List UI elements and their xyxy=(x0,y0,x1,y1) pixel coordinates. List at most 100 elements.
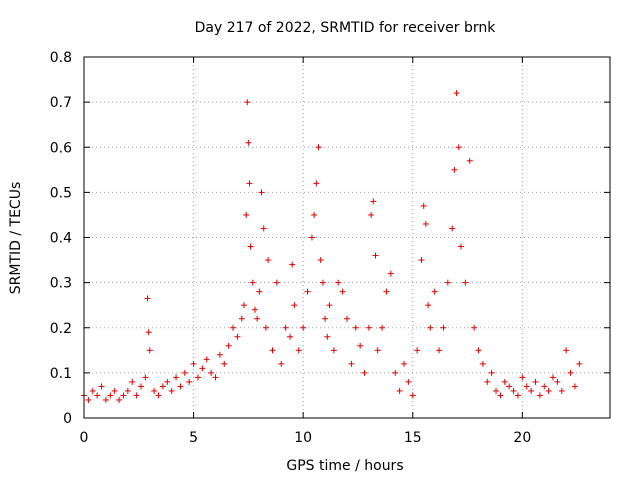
data-point xyxy=(240,302,247,309)
data-point xyxy=(278,360,285,367)
data-point xyxy=(137,383,144,390)
data-point xyxy=(361,369,368,376)
y-tick-label: 0.8 xyxy=(50,50,72,66)
data-point xyxy=(497,392,504,399)
data-point xyxy=(319,279,326,286)
data-point xyxy=(368,211,375,218)
data-point xyxy=(339,288,346,295)
data-point xyxy=(212,374,219,381)
data-point xyxy=(405,378,412,385)
data-point xyxy=(409,392,416,399)
data-point xyxy=(151,387,158,394)
data-point xyxy=(254,315,261,322)
data-point xyxy=(414,347,421,354)
data-point xyxy=(300,324,307,331)
data-point xyxy=(422,220,429,227)
data-point xyxy=(471,324,478,331)
data-point xyxy=(322,315,329,322)
data-point xyxy=(244,99,251,106)
data-point xyxy=(550,374,557,381)
data-point xyxy=(563,347,570,354)
data-point xyxy=(311,211,318,218)
data-point xyxy=(102,396,109,403)
data-point xyxy=(282,324,289,331)
data-point xyxy=(199,365,206,372)
data-point xyxy=(374,347,381,354)
data-point xyxy=(554,378,561,385)
data-point xyxy=(142,374,149,381)
data-point xyxy=(514,392,521,399)
data-point xyxy=(265,257,272,264)
x-axis-label: GPS time / hours xyxy=(286,458,403,474)
y-tick-label: 0.4 xyxy=(50,231,72,247)
data-point xyxy=(324,333,331,340)
data-point xyxy=(462,279,469,286)
data-point xyxy=(262,324,269,331)
data-point xyxy=(269,347,276,354)
data-point xyxy=(177,383,184,390)
data-point xyxy=(444,279,451,286)
data-point xyxy=(111,387,118,394)
data-point xyxy=(348,360,355,367)
data-point xyxy=(194,374,201,381)
x-tick-label: 0 xyxy=(80,430,89,446)
y-tick-label: 0.5 xyxy=(50,185,72,201)
data-point xyxy=(317,257,324,264)
y-tick-label: 0.6 xyxy=(50,140,72,156)
data-point xyxy=(567,369,574,376)
data-point xyxy=(475,347,482,354)
data-point xyxy=(449,225,456,232)
y-tick-label: 0.3 xyxy=(50,276,72,292)
data-point xyxy=(501,378,508,385)
data-point xyxy=(234,333,241,340)
data-point xyxy=(528,387,535,394)
data-point xyxy=(400,360,407,367)
data-point xyxy=(190,360,197,367)
data-point xyxy=(291,302,298,309)
data-point xyxy=(436,347,443,354)
data-point xyxy=(576,360,583,367)
data-point xyxy=(249,279,256,286)
data-point xyxy=(289,261,296,268)
data-points xyxy=(81,90,583,403)
data-point xyxy=(466,157,473,164)
data-point xyxy=(315,144,322,151)
data-point xyxy=(120,392,127,399)
data-point xyxy=(168,387,175,394)
data-point xyxy=(571,383,578,390)
data-point xyxy=(344,315,350,322)
data-point xyxy=(558,387,565,394)
data-point xyxy=(425,302,432,309)
data-point xyxy=(145,329,152,336)
data-point xyxy=(418,257,425,264)
y-tick-label: 0.7 xyxy=(50,95,72,111)
data-point xyxy=(440,324,447,331)
data-point xyxy=(335,279,342,286)
data-point xyxy=(392,369,399,376)
data-point xyxy=(247,243,254,250)
y-tick-label: 0.1 xyxy=(50,366,72,382)
data-point xyxy=(159,383,166,390)
chart-title: Day 217 of 2022, SRMTID for receiver brn… xyxy=(195,20,497,36)
data-point xyxy=(313,180,320,187)
data-point xyxy=(256,288,263,295)
data-point xyxy=(85,396,92,403)
data-point xyxy=(506,383,513,390)
data-point xyxy=(308,234,315,241)
data-point xyxy=(107,392,114,399)
data-point xyxy=(372,252,379,259)
data-point xyxy=(245,139,252,146)
data-point xyxy=(116,396,123,403)
data-point xyxy=(251,306,258,313)
grid xyxy=(84,57,610,418)
data-point xyxy=(365,324,372,331)
data-point xyxy=(260,225,267,232)
data-point xyxy=(133,392,140,399)
data-point xyxy=(532,378,539,385)
data-point xyxy=(357,342,364,349)
data-point xyxy=(238,315,245,322)
data-point xyxy=(488,369,495,376)
data-point xyxy=(155,392,162,399)
data-point xyxy=(144,295,151,302)
